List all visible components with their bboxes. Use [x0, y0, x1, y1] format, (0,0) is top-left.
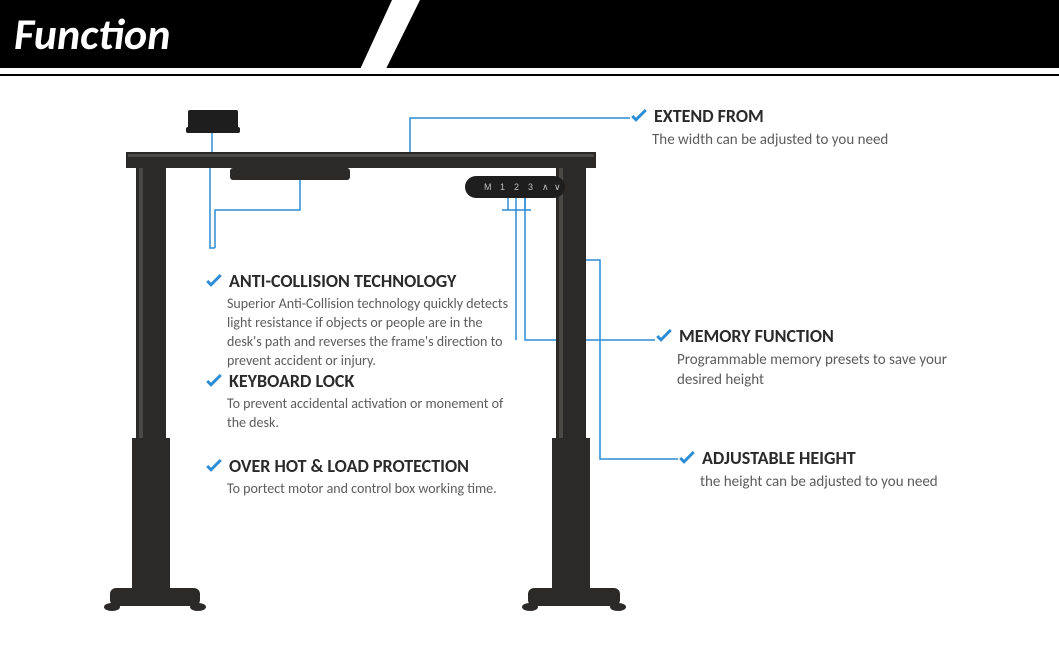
- callout-keylock-title: KEYBOARD LOCK: [205, 370, 517, 392]
- header-bar: Function: [0, 0, 1059, 68]
- header-label-bg: Function: [0, 0, 420, 68]
- header-inner: Function: [0, 0, 392, 68]
- callout-extend-title: EXTEND FROM: [630, 105, 888, 127]
- callout-title-text: KEYBOARD LOCK: [229, 370, 354, 392]
- panel-btn-up: ∧: [542, 182, 549, 192]
- check-icon: [655, 327, 673, 345]
- header-divider: [0, 74, 1059, 76]
- panel-btn-1: 1: [500, 182, 505, 192]
- check-icon: [205, 372, 223, 390]
- callout-adjust-title: ADJUSTABLE HEIGHT: [678, 447, 938, 469]
- callout-title-text: ANTI-COLLISION TECHNOLOGY: [229, 270, 456, 292]
- callout-body-text: the height can be adjusted to you need: [700, 472, 938, 492]
- callout-anti-title: ANTI-COLLISION TECHNOLOGY: [205, 270, 517, 292]
- callout-adjust: ADJUSTABLE HEIGHT the height can be adju…: [678, 447, 938, 492]
- callout-body-text: Superior Anti-Collision technology quick…: [227, 295, 517, 371]
- callout-title-text: EXTEND FROM: [654, 105, 764, 127]
- callout-memory: MEMORY FUNCTION Programmable memory pres…: [655, 325, 977, 391]
- callout-body-text: The width can be adjusted to you need: [652, 130, 888, 150]
- callout-memory-title: MEMORY FUNCTION: [655, 325, 977, 347]
- panel-btn-m: M: [484, 182, 492, 192]
- callout-overhot-title: OVER HOT & LOAD PROTECTION: [205, 455, 497, 477]
- check-icon: [678, 449, 696, 467]
- callout-title-text: MEMORY FUNCTION: [679, 325, 834, 347]
- callout-body-text: Programmable memory presets to save your…: [677, 350, 977, 391]
- callout-body-text: To portect motor and control box working…: [227, 480, 497, 499]
- panel-btn-2: 2: [514, 182, 519, 192]
- check-icon: [205, 457, 223, 475]
- control-box-icon: [186, 110, 240, 133]
- callout-anti: ANTI-COLLISION TECHNOLOGY Superior Anti-…: [205, 270, 517, 371]
- callout-keylock: KEYBOARD LOCK To prevent accidental acti…: [205, 370, 517, 433]
- panel-btn-3: 3: [528, 182, 533, 192]
- check-icon: [630, 107, 648, 125]
- page-title: Function: [14, 7, 170, 61]
- check-icon: [205, 272, 223, 290]
- callout-overhot: OVER HOT & LOAD PROTECTION To portect mo…: [205, 455, 497, 499]
- callout-title-text: ADJUSTABLE HEIGHT: [702, 447, 856, 469]
- panel-btn-down: ∨: [554, 182, 561, 192]
- callout-extend: EXTEND FROM The width can be adjusted to…: [630, 105, 888, 150]
- control-panel-labels: M 1 2 3 ∧ ∨: [484, 182, 561, 192]
- callout-body-text: To prevent accidental activation or mone…: [227, 395, 517, 433]
- callout-title-text: OVER HOT & LOAD PROTECTION: [229, 455, 469, 477]
